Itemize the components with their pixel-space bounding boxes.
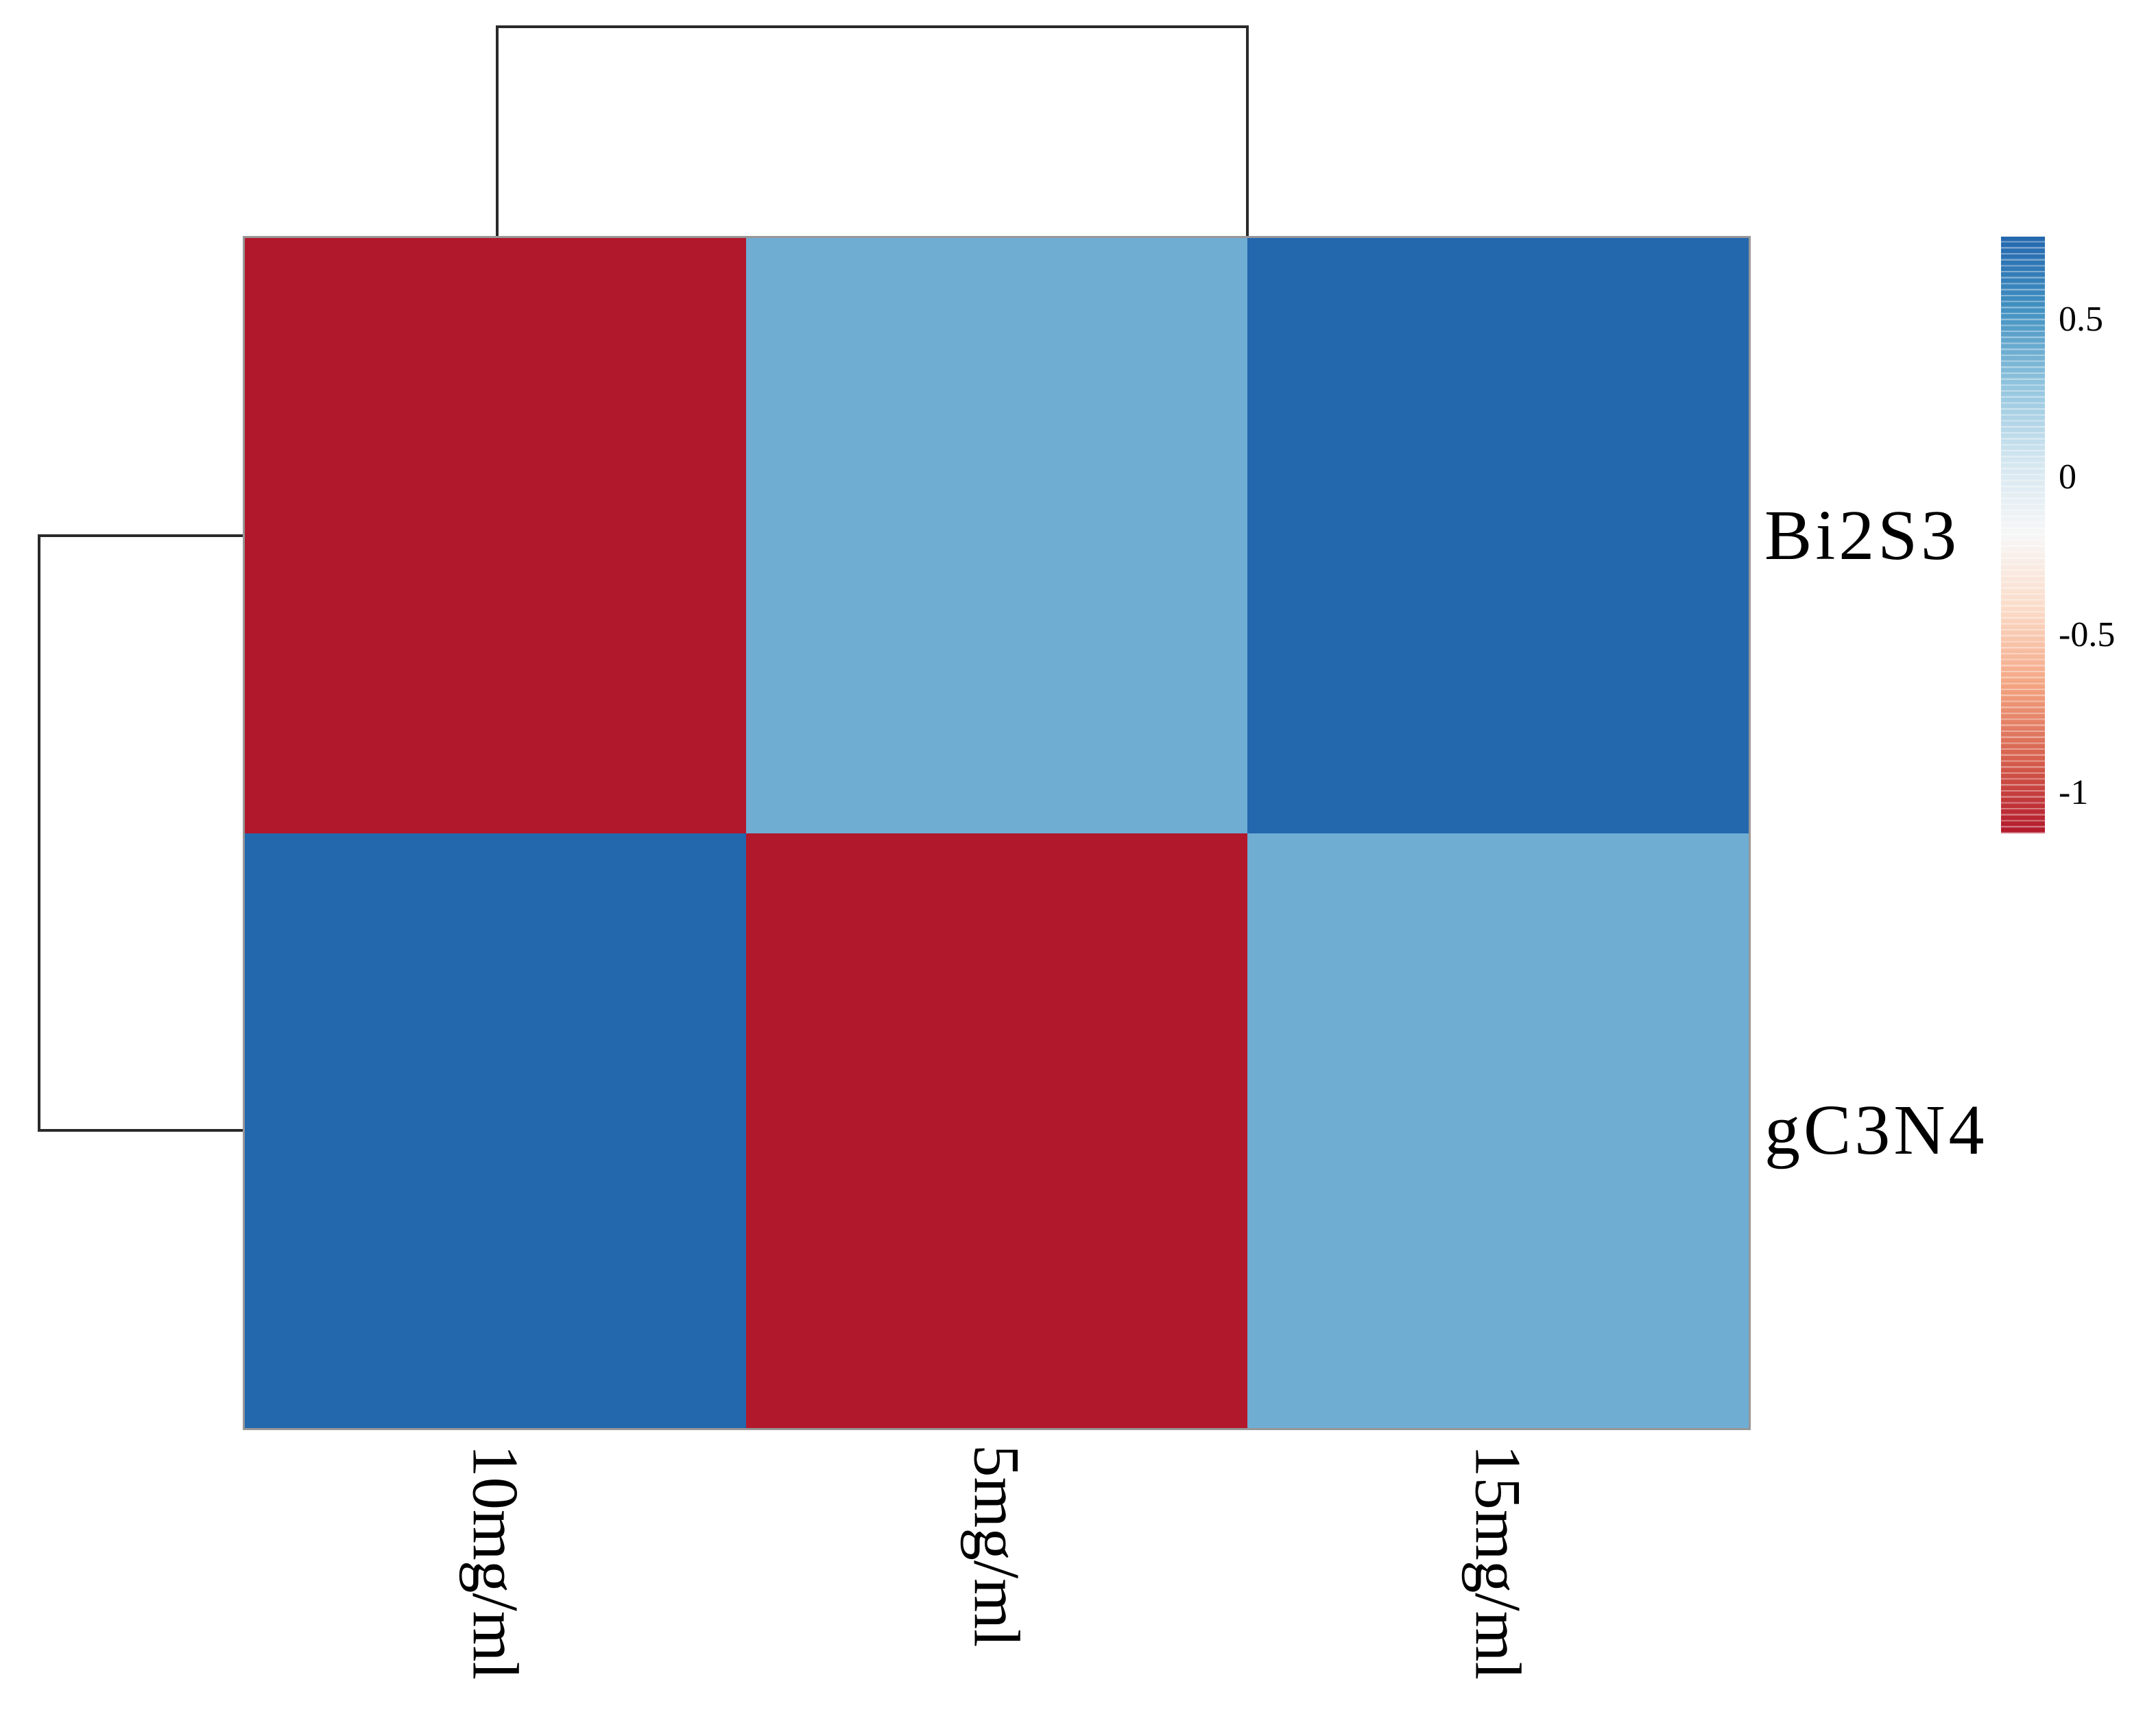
heatmap-cell-gC3N4-15mg/ml — [1247, 833, 1749, 1428]
legend-gradient-bar — [2001, 237, 2045, 833]
legend-tick--0.5: -0.5 — [2059, 615, 2116, 654]
heatmap-cell-Bi2S3-15mg/ml — [1247, 238, 1749, 833]
heatmap-grid — [243, 236, 1751, 1430]
heatmap-cell-gC3N4-10mg/ml — [245, 833, 746, 1428]
column-label-10mg/ml: 10mg/ml — [459, 1445, 532, 1680]
heatmap-cell-gC3N4-5mg/ml — [746, 833, 1247, 1428]
row-dendrogram — [38, 534, 245, 1132]
row-label-gC3N4: gC3N4 — [1764, 1091, 1988, 1169]
legend-tick--1: -1 — [2059, 773, 2089, 812]
heatmap-cell-Bi2S3-5mg/ml — [746, 238, 1247, 833]
column-dendrogram — [496, 25, 1249, 238]
column-label-5mg/ml: 5mg/ml — [960, 1445, 1033, 1648]
heatmap-cell-Bi2S3-10mg/ml — [245, 238, 746, 833]
legend-tick-0.5: 0.5 — [2059, 300, 2103, 339]
legend-tick-0: 0 — [2059, 458, 2076, 497]
row-label-Bi2S3: Bi2S3 — [1764, 496, 1961, 575]
column-label-15mg/ml: 15mg/ml — [1461, 1445, 1535, 1680]
